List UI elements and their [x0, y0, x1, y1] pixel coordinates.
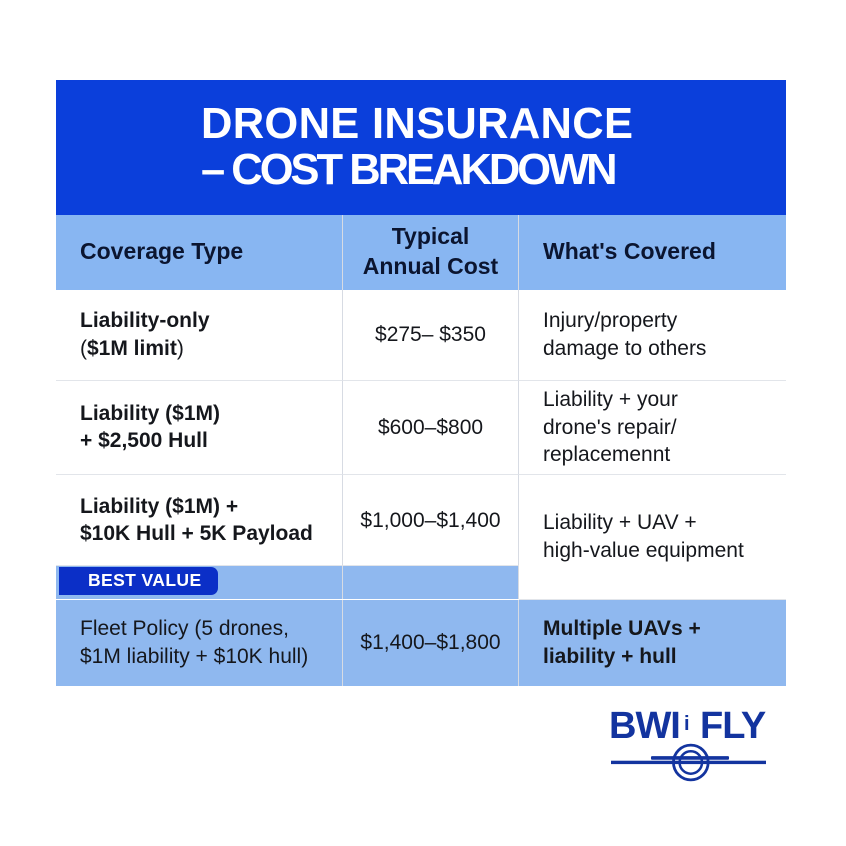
svg-text:FLY: FLY [700, 705, 766, 747]
svg-text:i: i [684, 713, 690, 735]
svg-text:BWI: BWI [609, 705, 680, 747]
